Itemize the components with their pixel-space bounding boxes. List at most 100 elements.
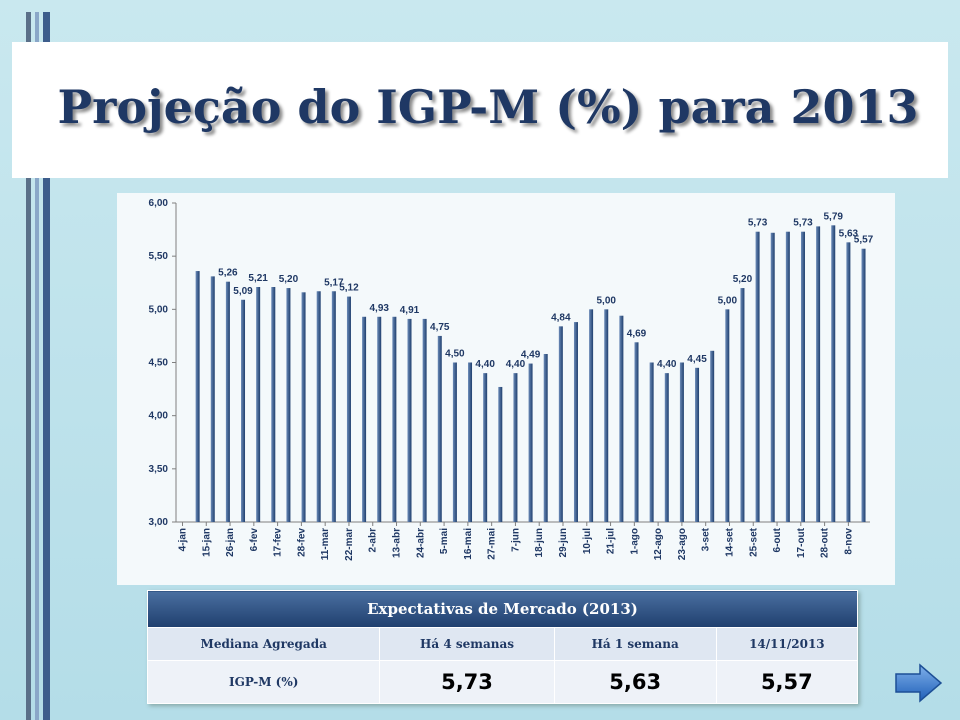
x-tick-label: 28-fev — [296, 528, 307, 557]
bar — [468, 362, 473, 522]
bar — [785, 231, 790, 522]
bar — [695, 367, 700, 522]
bar — [271, 287, 276, 522]
x-tick-label: 14-set — [724, 527, 735, 557]
x-tick-label: 2-abr — [368, 528, 379, 553]
y-tick-label: 3,00 — [149, 517, 169, 528]
bar — [800, 231, 805, 522]
table-cell: IGP-M (%) — [146, 660, 381, 704]
table-header: 14/11/2013 — [715, 627, 859, 661]
bar — [528, 363, 533, 522]
data-label: 5,73 — [748, 218, 768, 229]
x-tick-label: 3-set — [701, 527, 712, 551]
data-label: 5,79 — [824, 211, 844, 222]
table-header: Há 1 semana — [553, 627, 717, 661]
bar — [437, 335, 442, 522]
bar — [740, 288, 745, 522]
x-tick-label: 25-set — [748, 527, 759, 557]
bar — [604, 309, 609, 522]
x-tick-label: 26-jan — [225, 528, 236, 557]
bar — [483, 373, 488, 522]
x-tick-label: 1-ago — [629, 528, 640, 555]
table-title: Expectativas de Mercado (2013) — [147, 590, 858, 628]
data-label: 5,00 — [718, 295, 738, 306]
x-tick-label: 5-mai — [439, 528, 450, 554]
title-banner — [12, 42, 948, 178]
x-tick-label: 8-nov — [843, 528, 854, 555]
data-label: 5,21 — [248, 273, 268, 284]
data-label: 4,84 — [551, 312, 571, 323]
table-cell: 5,63 — [553, 660, 717, 704]
bar — [241, 299, 246, 522]
bar — [316, 291, 321, 522]
bar — [331, 291, 336, 522]
bar — [589, 309, 594, 522]
bar — [861, 248, 866, 522]
bar — [392, 316, 397, 522]
chart-title: Projeção do IGP-M (%) para 2013 — [57, 80, 919, 134]
x-tick-label: 29-jun — [558, 528, 569, 557]
bar — [710, 350, 715, 522]
data-label: 5,26 — [218, 268, 238, 279]
table-header: Mediana Agregada — [146, 627, 381, 661]
data-label: 4,40 — [475, 359, 495, 370]
arrow-icon[interactable] — [895, 663, 943, 703]
chart-area — [117, 193, 895, 585]
x-tick-label: 7-jun — [510, 528, 521, 552]
bar — [301, 292, 306, 522]
data-label: 4,50 — [445, 349, 465, 360]
bar — [407, 318, 412, 522]
x-tick-label: 16-mai — [463, 528, 474, 560]
y-tick-label: 5,00 — [149, 304, 169, 315]
x-tick-label: 4-jan — [177, 528, 188, 551]
data-label: 4,45 — [687, 354, 707, 365]
bar — [256, 287, 261, 522]
bar — [634, 342, 639, 522]
y-tick-label: 3,50 — [149, 464, 169, 475]
bar — [422, 318, 427, 522]
chart: 3,00 3,50 4,00 4,50 5,00 5,50 6,00 4-jan 15-jan 2… — [149, 198, 874, 561]
bar — [816, 226, 821, 523]
data-label: 4,91 — [400, 305, 420, 316]
x-tick-label: 22-mar — [344, 528, 355, 561]
bar — [664, 373, 669, 522]
y-tick-label: 5,50 — [149, 251, 169, 262]
y-tick-label: 4,00 — [149, 411, 169, 422]
data-label: 5,17 — [324, 277, 344, 288]
data-label: 5,00 — [597, 295, 617, 306]
bar — [362, 316, 367, 522]
stripe — [26, 12, 31, 720]
next-button[interactable] — [894, 662, 944, 704]
stripe — [43, 12, 50, 720]
x-tick-label: 11-mar — [320, 528, 331, 560]
bar — [210, 276, 215, 522]
bar — [770, 232, 775, 523]
x-tick-label: 28-out — [820, 527, 831, 558]
bar — [831, 225, 836, 522]
data-label: 5,12 — [339, 283, 359, 294]
table-cell: 5,73 — [379, 660, 555, 704]
bar — [452, 362, 457, 522]
bar — [195, 271, 200, 522]
bar — [543, 353, 548, 522]
bar — [498, 386, 503, 522]
bar — [725, 309, 730, 522]
table-header: Há 4 semanas — [379, 627, 555, 661]
data-label: 4,40 — [506, 359, 526, 370]
x-tick-label: 17-out — [796, 527, 807, 558]
bar — [286, 288, 291, 522]
y-tick-label: 6,00 — [149, 198, 169, 209]
bar — [225, 281, 230, 522]
data-label: 4,93 — [369, 303, 389, 314]
bar — [573, 322, 578, 522]
bar — [346, 296, 351, 522]
data-label: 5,63 — [839, 228, 859, 239]
bar — [679, 362, 684, 522]
x-tick-label: 6-out — [772, 527, 783, 552]
bar — [619, 315, 624, 522]
bar — [649, 362, 654, 522]
x-tick-label: 24-abr — [415, 528, 426, 558]
data-label: 5,57 — [854, 235, 874, 246]
x-tick-label: 27-mai — [487, 528, 498, 560]
